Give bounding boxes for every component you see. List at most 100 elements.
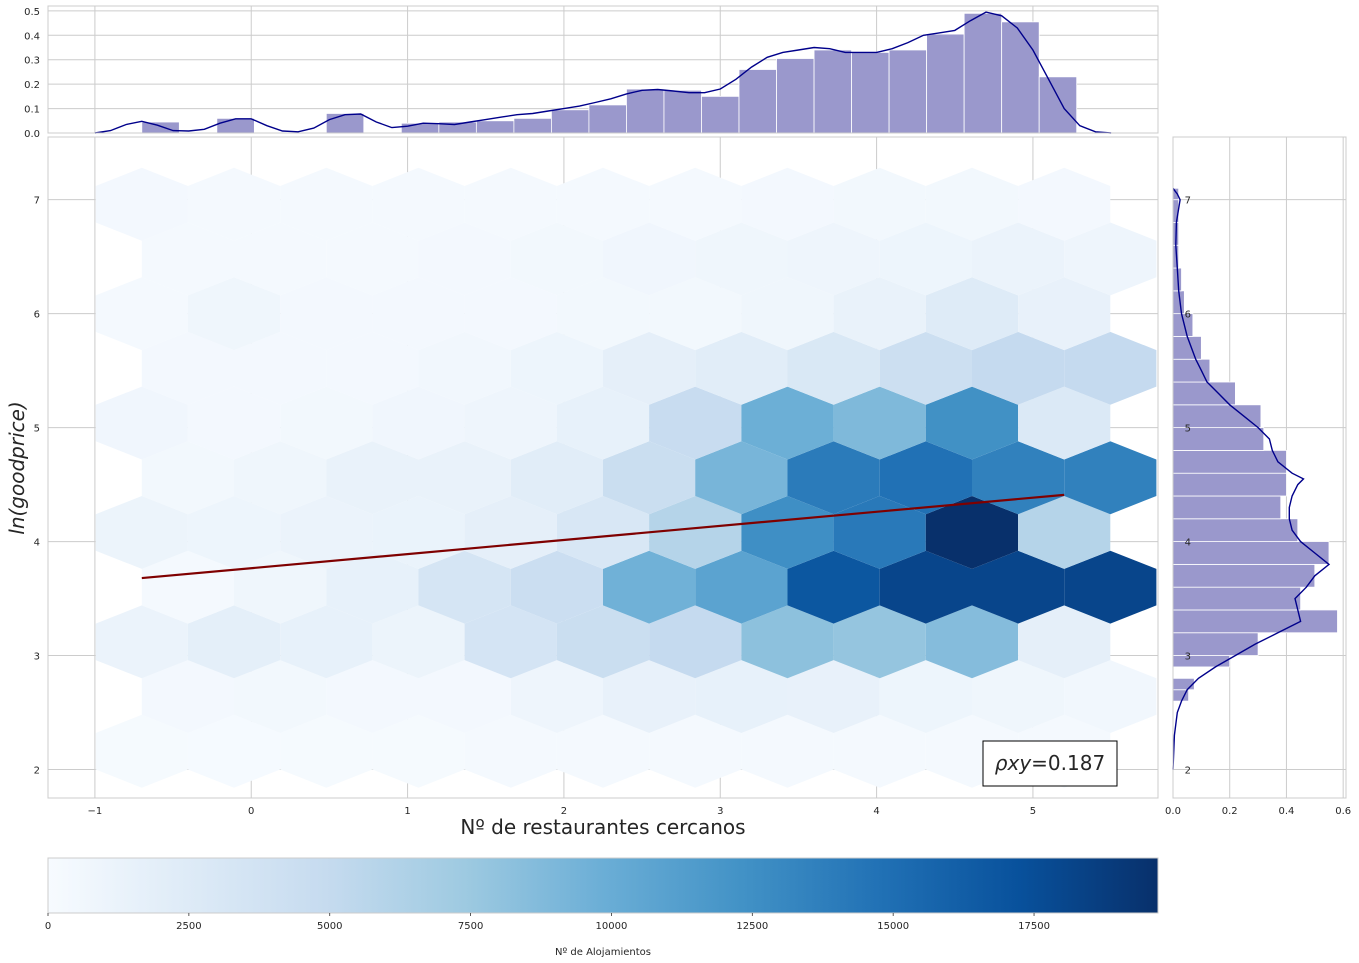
hex-cell bbox=[95, 386, 188, 460]
hex-cell bbox=[833, 605, 926, 679]
x-tick-label: −1 bbox=[88, 806, 103, 817]
hex-cell bbox=[1018, 386, 1111, 460]
main-hexbin-plot: −1 0 1 2 3 4 5 2 3 4 5 6 7 bbox=[34, 136, 1159, 817]
hex-cell bbox=[95, 605, 188, 679]
hex-cell bbox=[187, 605, 281, 679]
colorbar-label: Nº de Alojamientos bbox=[555, 947, 651, 958]
top-histogram-bar bbox=[475, 120, 515, 134]
top-y-tick-label: 0.4 bbox=[24, 31, 40, 42]
top-histogram-bar bbox=[325, 113, 365, 134]
top-y-tick-label: 0.3 bbox=[24, 56, 40, 67]
colorbar-tick-label: 17500 bbox=[1018, 921, 1050, 932]
y-axis-label: ln(goodprice) bbox=[5, 401, 29, 534]
x-tick-label: 4 bbox=[873, 806, 879, 817]
hex-cell bbox=[879, 441, 972, 515]
hex-cell bbox=[649, 496, 742, 569]
top-histogram-bar bbox=[400, 122, 440, 134]
hex-cell bbox=[1064, 222, 1157, 296]
annotation-box bbox=[982, 740, 1118, 787]
hex-cell bbox=[326, 550, 419, 624]
hex-cells bbox=[95, 167, 1157, 788]
hex-cell bbox=[141, 441, 234, 515]
hex-cell bbox=[925, 167, 1019, 241]
hex-cell bbox=[925, 496, 1019, 569]
hex-cell bbox=[234, 331, 327, 405]
annotation-value: =0.187 bbox=[1031, 751, 1105, 775]
top-histogram-bar bbox=[813, 49, 852, 134]
hex-cell bbox=[649, 714, 742, 788]
top-histogram-bar bbox=[776, 58, 815, 134]
right-histogram-bar bbox=[1172, 609, 1338, 634]
hex-cell bbox=[695, 550, 788, 624]
hex-cell bbox=[510, 222, 603, 296]
hex-cell bbox=[649, 386, 742, 460]
top-histogram-bar bbox=[701, 95, 740, 134]
hex-cell bbox=[141, 331, 234, 405]
colorbar-tick-label: 10000 bbox=[596, 921, 628, 932]
top-histogram-bar bbox=[551, 109, 590, 134]
hex-cell bbox=[326, 222, 419, 296]
hex-cell bbox=[695, 331, 788, 405]
hex-cell bbox=[280, 277, 373, 351]
hex-cell bbox=[95, 714, 188, 788]
hex-cell bbox=[141, 660, 234, 733]
hex-cell bbox=[510, 550, 603, 624]
hex-cell bbox=[1018, 277, 1111, 351]
x-tick-label: 5 bbox=[1030, 806, 1036, 817]
hex-cell bbox=[234, 441, 327, 515]
right-y-tick-label: 5 bbox=[1185, 424, 1191, 435]
top-histogram-bar bbox=[1001, 21, 1040, 134]
hex-cell bbox=[1064, 550, 1157, 624]
hex-cell bbox=[972, 550, 1065, 624]
hex-cell bbox=[510, 660, 603, 733]
colorbar: 0 2500 5000 7500 10000 12500 15000 17500 bbox=[45, 857, 1159, 932]
hex-cell bbox=[556, 386, 650, 460]
top-histogram-bar bbox=[1038, 76, 1078, 134]
hex-cell bbox=[787, 660, 880, 733]
right-x-tick-label: 0.6 bbox=[1335, 806, 1351, 817]
colorbar-tick-label: 5000 bbox=[317, 921, 342, 932]
hex-cell bbox=[234, 660, 327, 733]
right-histogram-bar bbox=[1172, 336, 1202, 360]
hex-cell bbox=[372, 167, 465, 241]
hex-cell bbox=[833, 714, 926, 788]
hex-cell bbox=[556, 167, 650, 241]
hex-cell bbox=[787, 331, 880, 405]
hex-cell bbox=[556, 277, 650, 351]
colorbar-bar bbox=[47, 857, 1159, 914]
hex-cell bbox=[879, 331, 972, 405]
hex-cell bbox=[1018, 496, 1111, 569]
colorbar-tick-label: 12500 bbox=[736, 921, 768, 932]
hex-cell bbox=[418, 550, 511, 624]
hex-cell bbox=[1064, 441, 1157, 515]
right-histogram-bar bbox=[1172, 450, 1287, 474]
right-x-tick-label: 0.4 bbox=[1278, 806, 1294, 817]
top-histogram-bar bbox=[216, 117, 255, 134]
top-histogram-bar bbox=[626, 88, 665, 134]
hex-cell bbox=[603, 441, 696, 515]
hex-cell bbox=[280, 167, 373, 241]
top-histogram-bar bbox=[141, 121, 180, 134]
hex-cell bbox=[833, 277, 926, 351]
hex-cell bbox=[418, 222, 511, 296]
right-histogram-bar bbox=[1172, 563, 1316, 588]
hex-cell bbox=[741, 386, 834, 460]
right-histogram-bar bbox=[1172, 358, 1211, 383]
hex-cell bbox=[234, 550, 327, 624]
hex-cell bbox=[464, 386, 557, 460]
hex-cell bbox=[418, 441, 511, 515]
right-y-tick-label: 2 bbox=[1185, 766, 1191, 777]
right-y-tick-label: 7 bbox=[1185, 196, 1191, 207]
hex-cell bbox=[741, 714, 834, 788]
y-tick-label: 3 bbox=[34, 652, 40, 663]
svg-text:ρxy=0.187: ρxy=0.187 bbox=[995, 751, 1105, 775]
top-histogram-bar bbox=[963, 12, 1003, 134]
y-tick-label: 5 bbox=[34, 424, 40, 435]
right-histogram-bar bbox=[1172, 677, 1195, 691]
colorbar-tick-label: 2500 bbox=[176, 921, 201, 932]
hex-cell bbox=[603, 550, 696, 624]
hex-cell bbox=[972, 331, 1065, 405]
x-axis-label: Nº de restaurantes cercanos bbox=[460, 815, 745, 839]
hex-cell bbox=[234, 222, 327, 296]
